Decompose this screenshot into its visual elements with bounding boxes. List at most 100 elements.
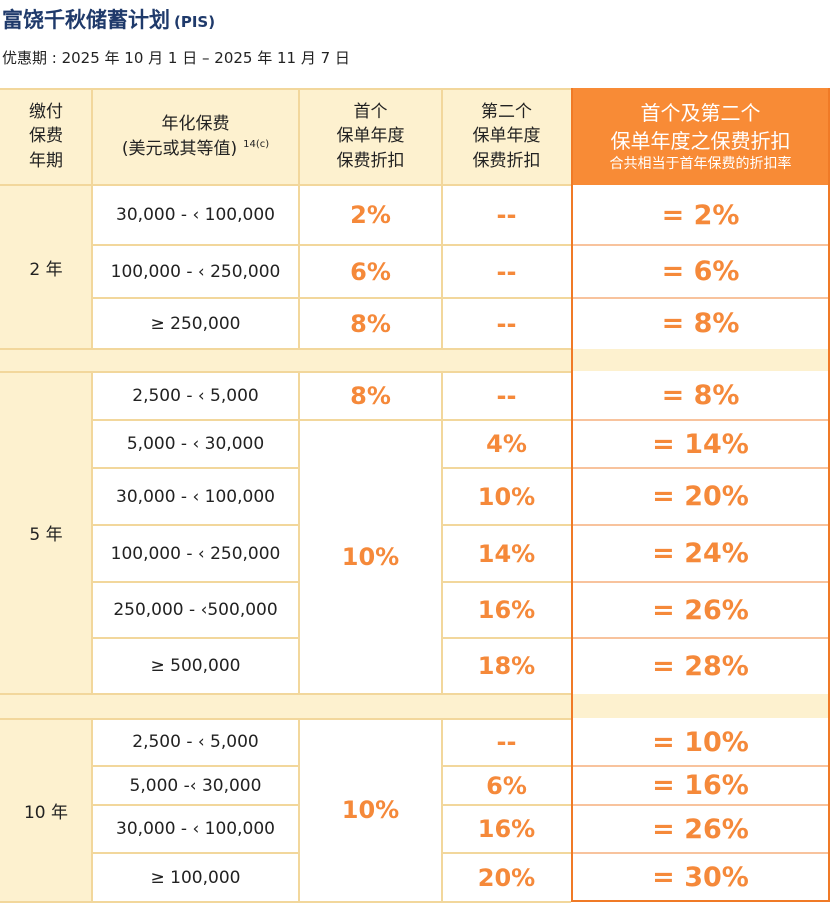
header-first-discount: 首个 保单年度 保费折扣 [299,88,442,185]
premium-range: ≥ 100,000 [92,853,299,902]
row-divider [92,804,299,806]
combined-discount: = 16% [571,766,830,805]
second-year-discount: -- [442,298,571,349]
first-year-discount-merged: 10% [299,718,442,902]
row-divider [0,184,571,186]
combined-discount: = 8% [571,371,830,420]
first-year-discount: 2% [299,185,442,245]
combined-discount: = 30% [571,853,830,902]
row-divider [92,581,299,583]
row-divider [442,637,571,639]
row-divider [92,637,299,639]
column-divider [298,371,300,694]
first-year-discount: 8% [299,298,442,349]
table-border-bottom [0,901,571,903]
second-year-discount: 6% [442,766,571,805]
premium-range: 250,000 - ‹500,000 [92,582,299,638]
row-divider [92,244,571,246]
premium-range: 2,500 - ‹ 5,000 [92,371,299,420]
row-divider [442,765,571,767]
header-premium: 年化保费 (美元或其等值) 14(c) [92,88,299,185]
plan-code: (PIS) [174,13,216,31]
second-year-discount: 10% [442,468,571,525]
group-separator [0,694,830,718]
second-year-discount: 18% [442,638,571,694]
combined-discount: = 14% [571,420,830,468]
row-divider [92,467,299,469]
premium-range: 5,000 -‹ 30,000 [92,766,299,805]
combined-discount: = 26% [571,805,830,853]
header-term: 缴付 保费 年期 [0,88,92,185]
second-year-discount: -- [442,718,571,766]
combined-discount: = 28% [571,638,830,694]
row-divider [92,765,299,767]
row-divider [92,524,299,526]
column-divider [441,371,443,694]
row-divider [442,804,571,806]
premium-range: 30,000 - ‹ 100,000 [92,805,299,853]
column-divider [298,88,300,349]
header-second-discount: 第二个 保单年度 保费折扣 [442,88,571,185]
combined-discount: = 6% [571,245,830,298]
highlight-row-divider [571,297,830,299]
column-divider [91,88,93,349]
first-year-discount: 8% [299,371,442,420]
premium-range: ≥ 500,000 [92,638,299,694]
combined-discount: = 8% [571,298,830,349]
premium-range: ≥ 250,000 [92,298,299,349]
first-year-discount: 6% [299,245,442,298]
second-year-discount: 14% [442,525,571,582]
highlight-row-divider [571,852,830,854]
highlight-column-border [571,900,830,902]
page-title: 富饶千秋储蓄计划 (PIS) [2,8,216,32]
column-divider [441,718,443,902]
premium-range: 2,500 - ‹ 5,000 [92,718,299,766]
highlight-row-divider [571,637,830,639]
column-divider [91,371,93,694]
highlight-row-divider [571,524,830,526]
row-divider [442,852,571,854]
premium-range: 30,000 - ‹ 100,000 [92,185,299,245]
second-year-discount: 4% [442,420,571,468]
combined-discount: = 10% [571,718,830,766]
header-combined-discount: 首个及第二个 保单年度之保费折扣 合共相当于首年保费的折扣率 [571,88,830,185]
premium-range: 30,000 - ‹ 100,000 [92,468,299,525]
second-year-discount: -- [442,245,571,298]
term-2-years: 2 年 [0,185,92,349]
second-year-discount: 20% [442,853,571,902]
row-divider [92,297,571,299]
column-divider [91,718,93,902]
row-divider [0,371,571,373]
highlight-column-border [571,88,573,902]
table-border-top [0,88,571,90]
second-year-discount: 16% [442,582,571,638]
discount-table: 缴付 保费 年期 年化保费 (美元或其等值) 14(c) 首个 保单年度 保费折扣 第二个… [0,88,830,904]
term-10-years: 10 年 [0,718,92,902]
second-year-discount: 16% [442,805,571,853]
combined-discount: = 20% [571,468,830,525]
combined-discount: = 24% [571,525,830,582]
combined-discount: = 2% [571,185,830,245]
highlight-row-divider [571,804,830,806]
column-divider [441,88,443,349]
premium-range: 100,000 - ‹ 250,000 [92,525,299,582]
highlight-row-divider [571,765,830,767]
second-year-discount: -- [442,185,571,245]
offer-period: 优惠期 : 2025 年 10 月 1 日 – 2025 年 11 月 7 日 [2,49,350,67]
second-year-discount: -- [442,371,571,420]
row-divider [92,419,571,421]
row-divider [0,348,571,350]
highlight-row-divider [571,467,830,469]
combined-discount: = 26% [571,582,830,638]
row-divider [442,467,571,469]
row-divider [0,718,571,720]
row-divider [92,852,299,854]
group-separator [0,349,830,371]
highlight-column-border [828,88,830,902]
premium-range: 100,000 - ‹ 250,000 [92,245,299,298]
footnote-marker: 14(c) [243,138,270,150]
first-year-discount-merged: 10% [299,420,442,694]
premium-range: 5,000 - ‹ 30,000 [92,420,299,468]
row-divider [442,524,571,526]
row-divider [442,581,571,583]
